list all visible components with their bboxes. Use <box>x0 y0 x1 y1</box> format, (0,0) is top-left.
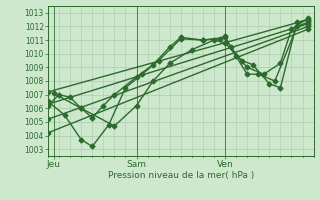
X-axis label: Pression niveau de la mer( hPa ): Pression niveau de la mer( hPa ) <box>108 171 254 180</box>
